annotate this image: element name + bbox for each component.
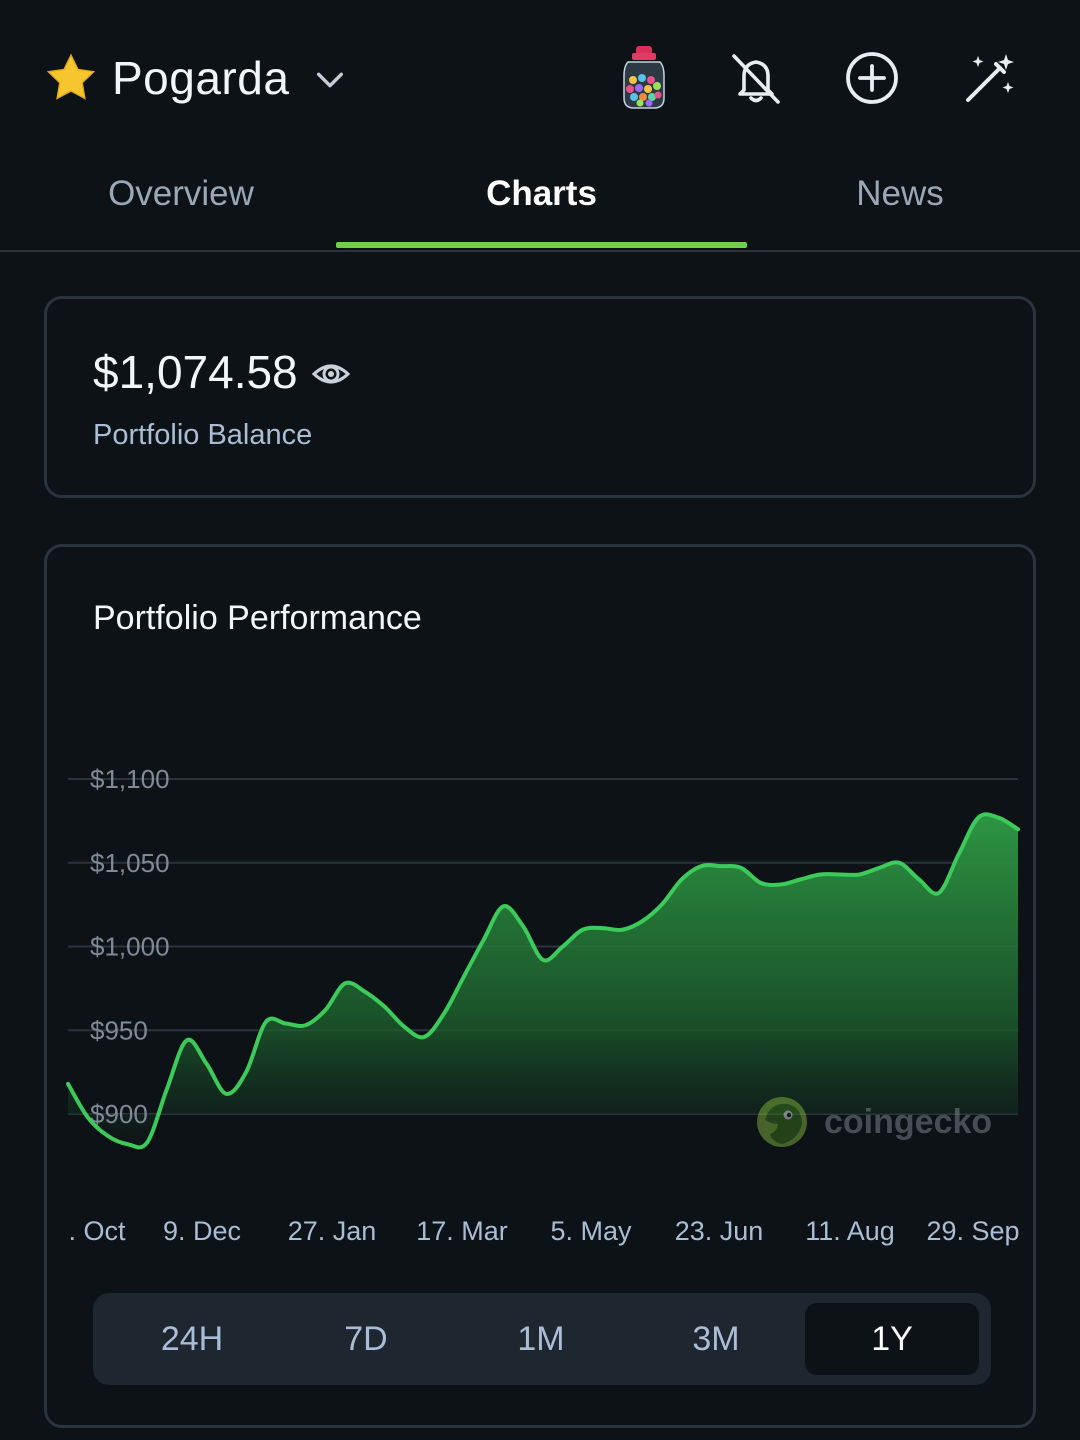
active-tab-indicator [336, 242, 747, 248]
x-tick-label: 5. May [550, 1216, 632, 1246]
top-bar: Pogarda [0, 0, 1080, 150]
y-tick-label: $950 [90, 1015, 148, 1045]
x-tick-label: 17. Mar [416, 1216, 508, 1246]
chart-area-fill [68, 814, 1018, 1148]
range-button-7d[interactable]: 7D [344, 1319, 388, 1358]
portfolio-switcher[interactable]: Pogarda [44, 48, 347, 108]
range-button-1m[interactable]: 1M [517, 1319, 565, 1358]
y-tick-label: $1,000 [90, 932, 170, 962]
y-tick-label: $900 [90, 1099, 148, 1129]
range-button-1y[interactable]: 1Y [805, 1303, 979, 1375]
x-tick-label: . Oct [68, 1216, 126, 1246]
candy-jar-icon[interactable] [614, 46, 674, 110]
portfolio-name: Pogarda [112, 52, 290, 104]
tab-news[interactable]: News [856, 174, 944, 213]
x-tick-label: 27. Jan [288, 1216, 377, 1246]
tab-charts[interactable]: Charts [486, 174, 597, 213]
x-tick-label: 11. Aug [805, 1216, 895, 1246]
watermark-text: coingecko [824, 1103, 992, 1141]
plus-circle-icon[interactable] [842, 46, 902, 110]
x-tick-label: 29. Sep [926, 1216, 1019, 1246]
portfolio-balance-label: Portfolio Balance [93, 419, 313, 451]
magic-wand-icon[interactable] [958, 46, 1018, 110]
portfolio-balance-value: $1,074.58 [93, 346, 298, 398]
tab-bar: Overview Charts News [0, 150, 1080, 252]
time-range-selector: 24H 7D 1M 3M 1Y [93, 1293, 991, 1385]
performance-chart[interactable]: $900 $950 $1,000 $1,050 $1,100 coingecko . O… [44, 544, 1036, 1284]
chart-line-series [66, 812, 1020, 1150]
chevron-down-icon [317, 72, 344, 88]
y-tick-label: $1,050 [90, 848, 170, 878]
x-tick-label: 23. Jun [675, 1216, 764, 1246]
x-tick-label: 9. Dec [163, 1216, 241, 1246]
bell-off-icon[interactable] [726, 46, 786, 110]
balance-card: $1,074.58 Portfolio Balance [44, 296, 1036, 498]
performance-title: Portfolio Performance [93, 599, 422, 637]
range-button-24h[interactable]: 24H [160, 1319, 224, 1358]
range-button-3m[interactable]: 3M [692, 1319, 740, 1358]
star-icon [46, 53, 96, 100]
coingecko-watermark: coingecko [757, 1097, 992, 1147]
performance-card: Portfolio Performance $900 $950 $1,000 $1,0… [44, 544, 1036, 1428]
y-tick-label: $1,100 [90, 764, 170, 794]
tab-overview[interactable]: Overview [108, 174, 254, 213]
eye-icon[interactable] [311, 357, 351, 391]
